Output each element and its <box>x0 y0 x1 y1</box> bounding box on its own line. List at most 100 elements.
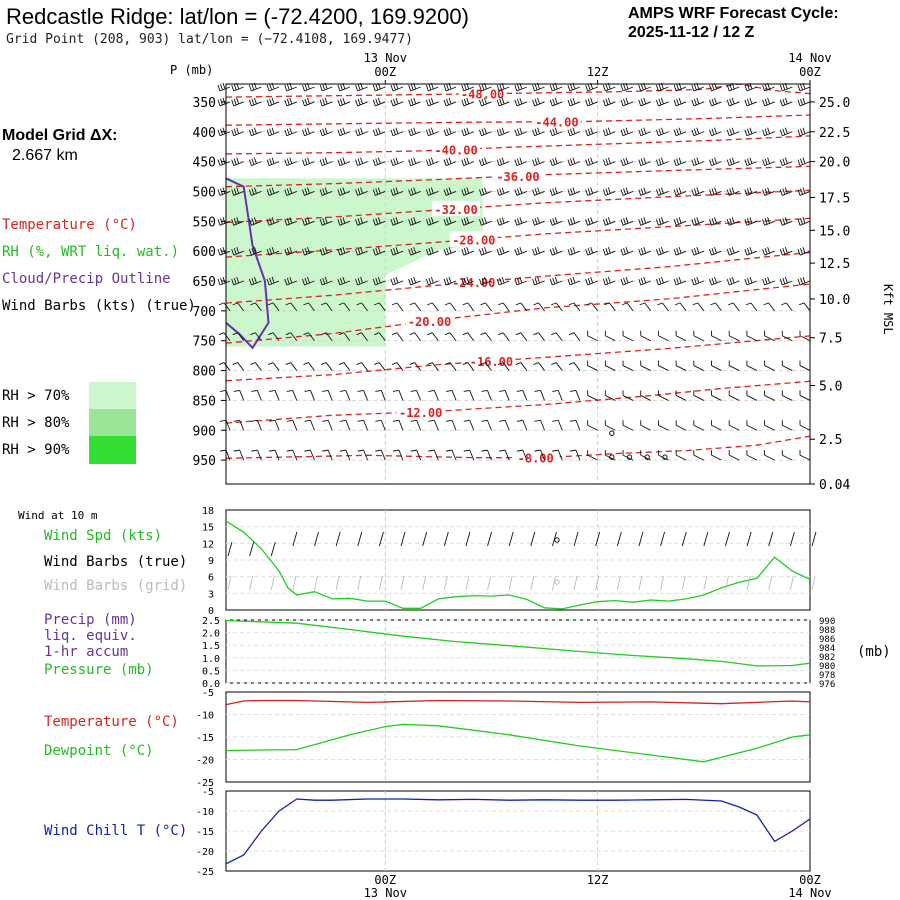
wind-barb-staff <box>575 420 581 431</box>
legend-rh80-label: RH > 80% <box>2 415 70 431</box>
grid-wind-barb-staff <box>681 575 686 591</box>
wind-barb-flag <box>676 188 680 195</box>
legend-rh80-swatch <box>89 409 136 436</box>
wind-barb-flag <box>372 278 376 286</box>
wind-barb-flag <box>691 278 695 286</box>
wind-barb-staff <box>449 302 457 312</box>
wind-barb-flag <box>658 188 662 195</box>
wind-barb-staff <box>255 362 262 371</box>
surface-wind-barb <box>530 531 536 547</box>
wind-barb-flag <box>217 278 221 286</box>
wind-barb <box>532 187 545 196</box>
wind-barb-flag <box>784 217 788 224</box>
wind-barb-flag <box>236 276 240 284</box>
wind-barb-staff <box>380 390 386 401</box>
wind-barb-flag <box>676 277 680 285</box>
wind-barb-flag <box>448 247 452 254</box>
wind-barb-flag <box>496 159 500 166</box>
wind-barb-flag <box>284 249 288 256</box>
wind-barb-flag <box>640 248 644 255</box>
wind-barb-flag <box>714 97 717 105</box>
wind-barb <box>461 276 474 286</box>
grid-wind-barb <box>487 575 491 591</box>
wind-barb <box>779 247 793 256</box>
wind-barb-flag <box>552 188 556 195</box>
wind-barb-flag <box>693 83 697 91</box>
wind-barb <box>248 127 262 137</box>
wind-barb-flag <box>567 189 571 196</box>
wind-barb <box>620 217 634 226</box>
wind-barb <box>217 157 231 167</box>
wind-barb-flag <box>231 278 235 286</box>
wind-barb-staff <box>729 454 740 461</box>
wind-barb-staff <box>557 449 563 461</box>
wind-barb-flag <box>302 99 305 107</box>
wind-barb-flag <box>222 276 226 284</box>
wind-barb-flag <box>461 99 465 107</box>
wind-barb-flag <box>590 187 594 194</box>
wind-barb <box>567 97 581 107</box>
wind-barb-flag <box>534 98 538 106</box>
wind-barb-staff <box>538 362 545 371</box>
wind-barb-flag <box>446 158 449 165</box>
wind-barb-flag <box>800 83 803 91</box>
wind-barb-staff <box>432 362 439 371</box>
wind-barb-staff <box>555 362 563 371</box>
pressure-unit-label: (mb) <box>857 644 891 660</box>
wind-barb-flag <box>324 127 328 134</box>
wind-barb-flag <box>729 158 733 165</box>
wind-barb <box>372 157 386 167</box>
wind-barb-flag <box>324 217 328 224</box>
wind-barb-staff <box>782 335 793 342</box>
wind-barb-flag <box>393 218 396 225</box>
wind-barb-flag <box>567 84 571 92</box>
wind-barb-flag <box>673 129 677 136</box>
wind-barb-flag <box>286 419 293 422</box>
wind-barb-staff <box>622 335 634 342</box>
wind-barb-flag <box>377 97 381 105</box>
wind-barb <box>266 127 280 137</box>
wind-barb-flag <box>568 332 575 336</box>
wind-barb-flag <box>570 83 573 91</box>
wind-barb-flag <box>590 97 594 105</box>
wind-barb-flag <box>643 97 647 105</box>
surface-wind-barb <box>616 531 622 547</box>
wind-barb-flag <box>532 219 535 226</box>
wind-barb-flag <box>655 278 659 286</box>
wind-barb <box>781 390 793 401</box>
wind-barb-staff <box>272 362 280 371</box>
wind-barb <box>479 127 492 137</box>
wind-barb-flag <box>693 98 697 106</box>
wind-barb <box>372 217 386 226</box>
wind-barb-flag <box>269 83 273 91</box>
wind-barb-flag <box>585 278 589 286</box>
wind-barb-flag <box>762 159 766 166</box>
wind-barb-flag <box>605 83 609 91</box>
wind-barb-flag <box>532 249 535 256</box>
grid-wind-barb <box>789 575 794 591</box>
wind-barb-flag <box>537 187 540 194</box>
legend-temperature: Temperature (°C) <box>2 217 137 233</box>
wind-barb-flag <box>514 278 518 286</box>
wind-barb <box>233 449 245 461</box>
wind-barb <box>357 389 368 401</box>
wind-barb <box>251 419 262 431</box>
wind-barb-flag <box>726 278 730 286</box>
dewpoint-label: Dewpoint (°C) <box>44 743 154 759</box>
wind-barb-flag <box>554 97 558 105</box>
value-tick-label: -25 <box>196 867 214 878</box>
wind-barb-staff <box>485 362 492 371</box>
wind-barb-staff <box>540 420 545 431</box>
wind-barb-staff <box>363 390 368 401</box>
wind-barb-flag <box>797 189 801 196</box>
grid-wind-barb-staff <box>292 575 297 591</box>
wind-barb-flag <box>782 218 786 225</box>
wind-barb-staff <box>729 335 740 342</box>
wind-barb-flag <box>430 187 434 194</box>
wind-barb-flag <box>304 158 308 165</box>
surface-wind-barb <box>292 531 298 547</box>
wind-barb-flag <box>638 219 642 226</box>
wind-barb-flag <box>572 247 576 254</box>
wind-barb-flag <box>248 219 252 226</box>
wind-barb-flag <box>678 247 682 254</box>
